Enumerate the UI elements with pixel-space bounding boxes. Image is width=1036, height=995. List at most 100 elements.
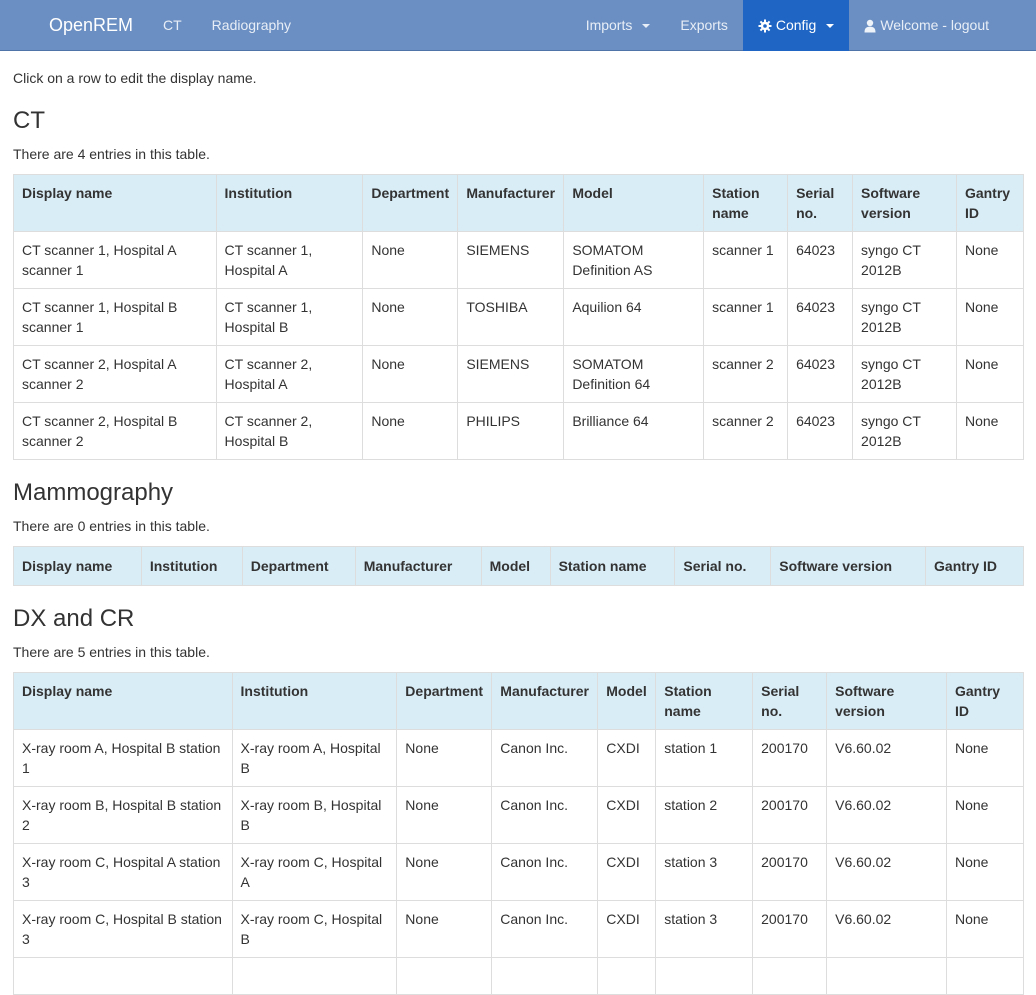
nav-welcome-label: Welcome - logout — [880, 17, 989, 33]
nav-ct[interactable]: CT — [163, 17, 182, 33]
nav-imports-label: Imports — [585, 17, 633, 33]
cell-manufacturer: SIEMENS — [457, 345, 565, 403]
nav-radiography[interactable]: Radiography — [211, 17, 292, 33]
cell-model: CXDI — [597, 729, 657, 787]
cell-department: None — [396, 843, 493, 901]
col-station-name: Station name — [549, 546, 676, 586]
cell-display-name: CT scanner 1, Hospital B scanner 1 — [13, 288, 217, 346]
cell-model: SOMATOM Definition 64 — [563, 345, 705, 403]
col-gantry-id: Gantry ID — [945, 672, 1025, 730]
col-display-name: Display name — [13, 546, 142, 586]
cell-serial-no: 200170 — [752, 786, 828, 844]
cell-display-name: X-ray room C, Hospital B station 3 — [13, 900, 233, 958]
col-department: Department — [362, 174, 459, 232]
dx-table-row[interactable]: X-ray room B, Hospital B station 2 X-ray… — [13, 786, 1025, 844]
cell-manufacturer: Canon Inc. — [491, 843, 599, 901]
dx-table-row[interactable]: X-ray room A, Hospital B station 1 X-ray… — [13, 729, 1025, 787]
cell-gantry-id: None — [955, 231, 1025, 289]
cell-gantry-id: None — [945, 786, 1025, 844]
cell-station-name: scanner 2 — [703, 402, 789, 460]
cell-software-version — [826, 957, 947, 995]
brand-link[interactable]: OpenREM — [49, 15, 134, 35]
col-model: Model — [480, 546, 551, 586]
cell-institution — [231, 957, 398, 995]
cell-software-version: V6.60.02 — [826, 729, 947, 787]
mammography-section-title: Mammography — [13, 479, 174, 506]
col-station-name: Station name — [703, 174, 789, 232]
col-serial-no: Serial no. — [752, 672, 828, 730]
dx-section-title: DX and CR — [13, 605, 135, 632]
cell-software-version: syngo CT 2012B — [852, 402, 957, 460]
cell-department — [396, 957, 493, 995]
cell-display-name — [13, 957, 233, 995]
cell-department: None — [396, 900, 493, 958]
cell-station-name: station 1 — [655, 729, 754, 787]
ct-table: Display name Institution Department Manu… — [13, 174, 1025, 460]
top-navbar: OpenREM CT Radiography Imports Exports — [0, 0, 1036, 51]
cell-software-version: V6.60.02 — [826, 843, 947, 901]
cell-manufacturer: Canon Inc. — [491, 900, 599, 958]
ct-section-title: CT — [13, 107, 45, 134]
nav-exports[interactable]: Exports — [680, 17, 728, 33]
cell-serial-no: 64023 — [787, 345, 854, 403]
col-gantry-id: Gantry ID — [955, 174, 1025, 232]
col-serial-no: Serial no. — [674, 546, 772, 586]
col-department: Department — [396, 672, 493, 730]
col-station-name: Station name — [655, 672, 754, 730]
cell-model: Brilliance 64 — [563, 402, 705, 460]
cell-gantry-id: None — [945, 843, 1025, 901]
cell-department: None — [362, 402, 459, 460]
cell-display-name: X-ray room B, Hospital B station 2 — [13, 786, 233, 844]
nav-imports-dropdown[interactable]: Imports — [571, 0, 666, 51]
ct-table-row[interactable]: CT scanner 1, Hospital B scanner 1 CT sc… — [13, 288, 1025, 346]
cell-institution: X-ray room B, Hospital B — [231, 786, 398, 844]
cell-model: CXDI — [597, 900, 657, 958]
col-manufacturer: Manufacturer — [491, 672, 599, 730]
dx-table-row[interactable]: X-ray room C, Hospital A station 3 X-ray… — [13, 843, 1025, 901]
cell-manufacturer: Canon Inc. — [491, 729, 599, 787]
col-software-version: Software version — [826, 672, 947, 730]
nav-config-dropdown[interactable]: Config — [742, 0, 850, 51]
cell-institution: CT scanner 1, Hospital B — [215, 288, 364, 346]
cell-institution: CT scanner 1, Hospital A — [215, 231, 364, 289]
nav-right: Imports Exports — [571, 0, 1004, 51]
cell-station-name: station 3 — [655, 900, 754, 958]
col-gantry-id: Gantry ID — [925, 546, 1024, 586]
cell-serial-no — [752, 957, 828, 995]
cell-institution: X-ray room C, Hospital B — [231, 900, 398, 958]
gear-icon — [758, 19, 772, 33]
cell-department: None — [362, 345, 459, 403]
cell-station-name: scanner 1 — [703, 231, 789, 289]
nav-welcome-logout[interactable]: Welcome - logout — [849, 0, 1004, 51]
cell-serial-no: 200170 — [752, 729, 828, 787]
cell-institution: X-ray room C, Hospital A — [231, 843, 398, 901]
cell-department: None — [396, 786, 493, 844]
cell-model: CXDI — [597, 843, 657, 901]
ct-table-row[interactable]: CT scanner 1, Hospital A scanner 1 CT sc… — [13, 231, 1025, 289]
col-institution: Institution — [140, 546, 243, 586]
cell-serial-no: 64023 — [787, 231, 854, 289]
dx-table-row[interactable] — [13, 957, 1025, 995]
dx-table-row[interactable]: X-ray room C, Hospital B station 3 X-ray… — [13, 900, 1025, 958]
col-display-name: Display name — [13, 672, 233, 730]
cell-display-name: CT scanner 1, Hospital A scanner 1 — [13, 231, 217, 289]
cell-department: None — [396, 729, 493, 787]
cell-serial-no: 64023 — [787, 288, 854, 346]
main-content: Click on a row to edit the display name.… — [0, 68, 1036, 995]
cell-model: SOMATOM Definition AS — [563, 231, 705, 289]
cell-software-version: V6.60.02 — [826, 900, 947, 958]
col-display-name: Display name — [13, 174, 217, 232]
cell-gantry-id: None — [955, 345, 1025, 403]
col-department: Department — [241, 546, 356, 586]
cell-serial-no: 200170 — [752, 900, 828, 958]
col-institution: Institution — [215, 174, 364, 232]
dx-header-row: Display name Institution Department Manu… — [13, 672, 1025, 730]
cell-serial-no: 200170 — [752, 843, 828, 901]
cell-display-name: X-ray room C, Hospital A station 3 — [13, 843, 233, 901]
ct-table-row[interactable]: CT scanner 2, Hospital A scanner 2 CT sc… — [13, 345, 1025, 403]
cell-department: None — [362, 231, 459, 289]
cell-institution: CT scanner 2, Hospital A — [215, 345, 364, 403]
cell-model: Aquilion 64 — [563, 288, 705, 346]
cell-manufacturer: Canon Inc. — [491, 786, 599, 844]
ct-table-row[interactable]: CT scanner 2, Hospital B scanner 2 CT sc… — [13, 402, 1025, 460]
